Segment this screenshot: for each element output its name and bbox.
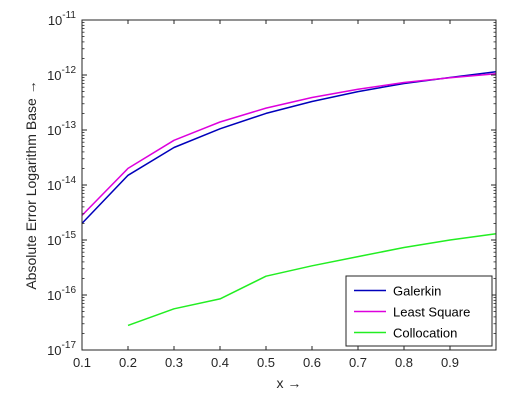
x-tick-label: 0.1 — [73, 355, 91, 370]
y-tick-label: 10-12 — [47, 65, 76, 83]
legend-label: Galerkin — [393, 284, 441, 299]
legend-label: Collocation — [393, 326, 457, 341]
y-tick-label: 10-14 — [47, 175, 76, 193]
y-tick-label: 10-16 — [47, 285, 76, 303]
x-tick-label: 0.7 — [349, 355, 367, 370]
y-tick-label: 10-17 — [47, 340, 76, 358]
series-line-least-square — [81, 73, 497, 216]
series-line-collocation — [127, 232, 497, 327]
x-tick-label: 0.3 — [165, 355, 183, 370]
x-tick-label: 0.8 — [395, 355, 413, 370]
y-axis-label: Absolute Error Logarithm Base → — [23, 80, 39, 289]
legend-label: Least Square — [393, 305, 470, 320]
series-layer — [81, 70, 497, 327]
y-tick-label: 10-15 — [47, 230, 76, 248]
x-tick-label: 0.2 — [119, 355, 137, 370]
x-tick-label: 0.9 — [441, 355, 459, 370]
x-tick-label: 0.5 — [257, 355, 275, 370]
x-axis-label: x → — [277, 375, 302, 391]
x-tick-label: 0.4 — [211, 355, 229, 370]
y-tick-label: 10-11 — [48, 10, 77, 28]
y-tick-label: 10-13 — [47, 120, 76, 138]
x-tick-label: 0.6 — [303, 355, 321, 370]
tick-layer: 0.1 0.2 0.3 0.4 0.5 0.6 0.7 0.8 0.9 10-17 10-16 10-… — [47, 10, 496, 370]
legend: Galerkin Least Square Collocation — [345, 275, 493, 347]
